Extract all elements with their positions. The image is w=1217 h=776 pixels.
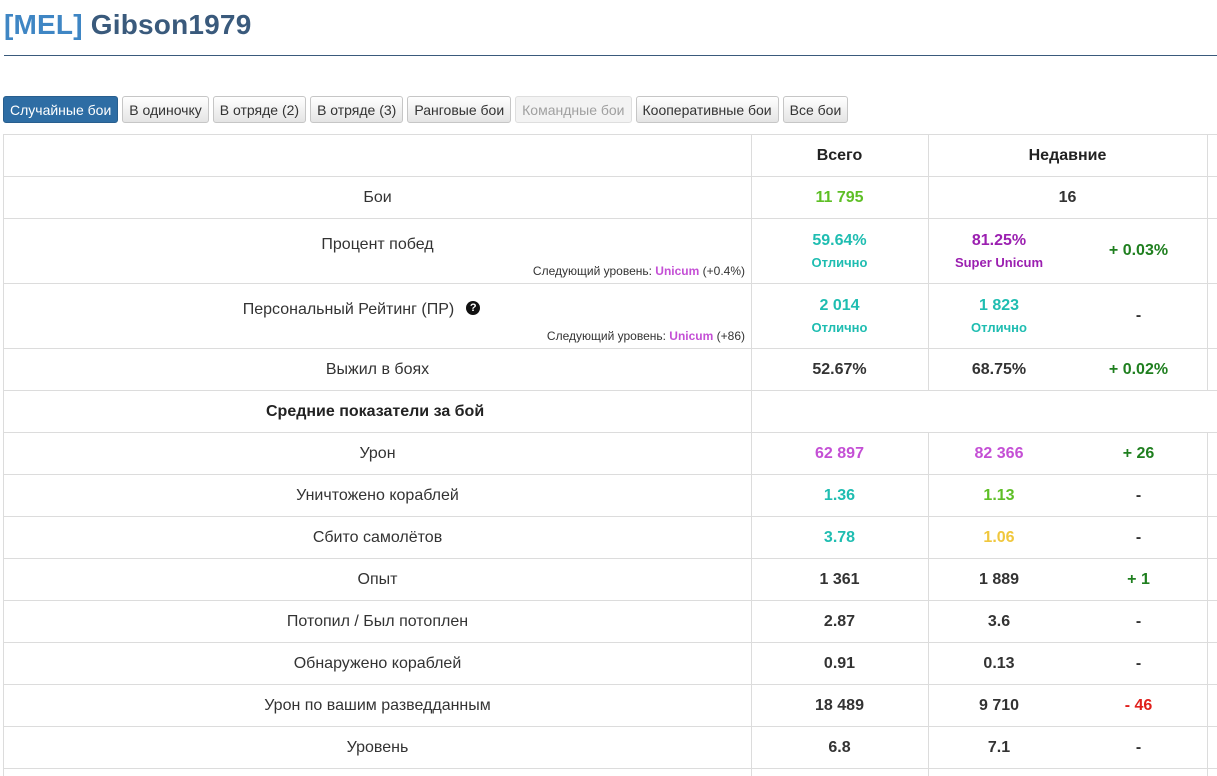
spotted-recent: 0.13 <box>983 654 1015 672</box>
winrate-diff: + 0.03% <box>1108 242 1169 259</box>
damage-recent: 82 366 <box>974 444 1024 462</box>
planes-diff: - <box>1135 528 1142 546</box>
title-divider <box>4 55 1217 56</box>
table-row: Процент побед Следующий уровень: Unicum … <box>4 219 1217 284</box>
battle-type-tabs: Случайные бои В одиночку В отряде (2) В … <box>3 96 849 123</box>
pr-total-rank: Отлично <box>811 320 868 335</box>
winrate-recent: 81.25% <box>971 232 1027 249</box>
row-label: Опыт <box>357 570 398 588</box>
row-label: Уничтожено кораблей <box>296 486 459 504</box>
tab-coop-battles[interactable]: Кооперативные бои <box>635 96 779 123</box>
tab-solo[interactable]: В одиночку <box>122 96 209 123</box>
battles-total: 11 795 <box>815 188 864 206</box>
row-label: Уровень <box>346 738 409 756</box>
pr-total: 2 014 <box>819 297 860 314</box>
player-name: Gibson1979 <box>90 9 252 40</box>
clan-tag: [MEL] <box>4 9 83 40</box>
table-row: Потопил / Был потоплен 2.87 3.6 - <box>4 601 1217 643</box>
tier-total: 6.8 <box>828 738 851 756</box>
survived-total: 52.67% <box>812 360 867 378</box>
xp-diff: + 1 <box>1127 570 1150 588</box>
pr-diff: - <box>1135 307 1142 324</box>
row-label: Урон по вашим разведданным <box>264 696 491 714</box>
question-circle-icon[interactable]: ? <box>466 300 481 315</box>
row-label: Обнаружено кораблей <box>293 654 462 672</box>
page-title: [MEL] Gibson1979 <box>4 9 251 41</box>
winrate-total: 59.64% <box>812 232 867 249</box>
next-level-hint: Следующий уровень: Unicum (+0.4%) <box>532 264 745 278</box>
survived-recent: 68.75% <box>971 360 1027 378</box>
table-row: Уничтожено кораблей 1.36 1.13 - <box>4 475 1217 517</box>
survived-diff: + 0.02% <box>1108 360 1169 378</box>
scout-damage-total: 18 489 <box>815 696 864 714</box>
tab-ranked-battles[interactable]: Ранговые бои <box>407 96 512 123</box>
winrate-total-rank: Отлично <box>811 255 868 270</box>
damage-total: 62 897 <box>815 444 864 462</box>
col-recent-header: Недавние <box>1028 146 1107 164</box>
pr-recent: 1 823 <box>978 297 1020 314</box>
spotted-total: 0.91 <box>823 654 856 672</box>
row-label: Процент побед <box>321 236 434 253</box>
next-level-hint: Следующий уровень: Unicum (+86) <box>546 329 745 343</box>
row-label: Выжил в боях <box>325 360 430 378</box>
planes-recent: 1.06 <box>983 528 1015 546</box>
xp-total: 1 361 <box>819 570 860 588</box>
table-row: Обнаружено кораблей 0.91 0.13 - <box>4 643 1217 685</box>
tier-diff: - <box>1135 738 1142 756</box>
battles-recent: 16 <box>1058 188 1077 206</box>
row-label: Урон <box>359 444 396 462</box>
kills-recent: 1.13 <box>983 486 1015 504</box>
kd-diff: - <box>1135 612 1142 630</box>
tab-random-battles[interactable]: Случайные бои <box>3 96 119 123</box>
winrate-recent-rank: Super Unicum <box>954 255 1044 270</box>
tab-division-2[interactable]: В отряде (2) <box>212 96 307 123</box>
damage-diff: + 26 <box>1122 444 1155 462</box>
planes-total: 3.78 <box>823 528 856 546</box>
tab-team-battles: Командные бои <box>515 96 632 123</box>
section-row: Средние показатели за бой <box>4 391 1217 433</box>
table-header-row: Всего Недавние <box>4 135 1217 177</box>
kd-recent: 3.6 <box>987 612 1011 630</box>
col-total-header: Всего <box>816 146 863 164</box>
pr-recent-rank: Отлично <box>971 320 1027 335</box>
row-label: Потопил / Был потоплен <box>286 612 469 630</box>
kills-total: 1.36 <box>823 486 856 504</box>
stats-table: Всего Недавние Бои 11 795 16 Процент поб… <box>3 134 1217 776</box>
row-label: Сбито самолётов <box>312 528 443 546</box>
tier-recent: 7.1 <box>987 738 1011 756</box>
xp-recent: 1 889 <box>978 570 1020 588</box>
table-row: Бои 11 795 16 <box>4 177 1217 219</box>
tab-all-battles[interactable]: Все бои <box>782 96 849 123</box>
scout-damage-diff: - 46 <box>1124 696 1153 714</box>
row-label: Персональный Рейтинг (ПР)? <box>243 300 481 319</box>
spotted-diff: - <box>1135 654 1142 672</box>
table-row: Выжил в боях 52.67% 68.75% + 0.02% <box>4 349 1217 391</box>
table-row: Уровень 6.8 7.1 - <box>4 727 1217 769</box>
table-row: Урон 62 897 82 366 + 26 <box>4 433 1217 475</box>
table-row <box>4 769 1217 776</box>
kd-total: 2.87 <box>823 612 856 630</box>
table-row: Персональный Рейтинг (ПР)? Следующий уро… <box>4 284 1217 349</box>
table-row: Сбито самолётов 3.78 1.06 - <box>4 517 1217 559</box>
row-label: Бои <box>363 188 392 206</box>
table-row: Опыт 1 361 1 889 + 1 <box>4 559 1217 601</box>
section-average-header: Средние показатели за бой <box>266 402 485 420</box>
scout-damage-recent: 9 710 <box>978 696 1020 714</box>
kills-diff: - <box>1135 486 1142 504</box>
table-row: Урон по вашим разведданным 18 489 9 710 … <box>4 685 1217 727</box>
tab-division-3[interactable]: В отряде (3) <box>310 96 404 123</box>
